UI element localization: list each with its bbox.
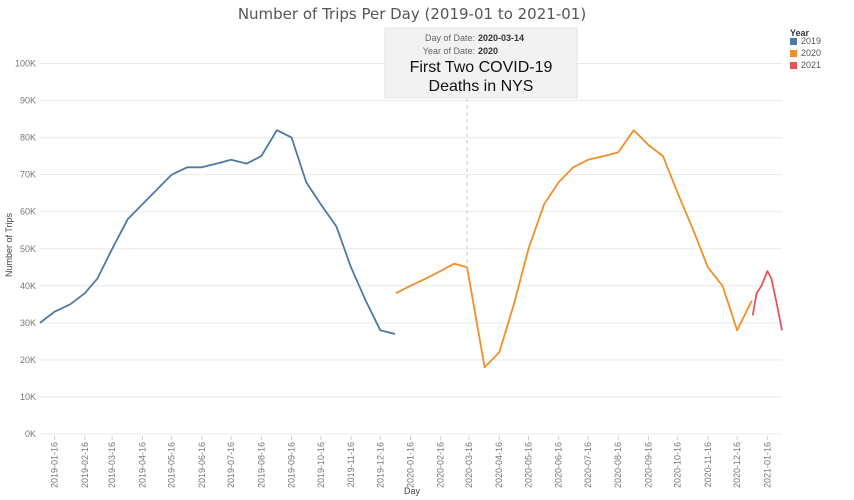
annotation-date-label: Day of Date: bbox=[425, 33, 475, 43]
annotation-text-line1: First Two COVID-19 bbox=[410, 59, 553, 76]
legend-label-2019: 2019 bbox=[801, 36, 821, 46]
x-tick-label: 2019-09-16 bbox=[287, 442, 297, 488]
x-tick-label: 2019-10-16 bbox=[316, 442, 326, 488]
x-tick-label: 2020-03-16 bbox=[464, 442, 474, 488]
y-tick-label: 20K bbox=[20, 355, 36, 365]
x-axis-label: Day bbox=[404, 486, 421, 496]
x-axis: 2019-01-16 2019-02-16 2019-03-16 2019-04-16… bbox=[50, 436, 772, 488]
x-tick-label: 2020-04-16 bbox=[494, 442, 504, 488]
series-line-2021[interactable] bbox=[751, 270, 783, 331]
y-tick-label: 60K bbox=[20, 207, 36, 217]
x-tick-label: 2020-08-16 bbox=[613, 442, 623, 488]
chart-title: Number of Trips Per Day (2019-01 to 2021… bbox=[238, 5, 586, 23]
x-tick-label: 2019-08-16 bbox=[256, 442, 266, 488]
grid-layer bbox=[40, 63, 782, 435]
y-axis-label: Number of Trips bbox=[4, 212, 14, 277]
x-tick-label: 2020-06-16 bbox=[554, 442, 564, 488]
legend-title: Year bbox=[790, 28, 810, 38]
x-tick-label: 2019-05-16 bbox=[167, 442, 177, 488]
legend-swatch-2019 bbox=[790, 38, 797, 45]
annotation: Day of Date: 2020-03-14 Year of Date: 20… bbox=[384, 27, 578, 268]
x-tick-label: 2019-04-16 bbox=[137, 442, 147, 488]
annotation-text-line2: Deaths in NYS bbox=[429, 78, 534, 95]
series-line-2019[interactable] bbox=[39, 129, 396, 335]
annotation-date-value: 2020-03-14 bbox=[478, 33, 524, 43]
legend-swatch-2020 bbox=[790, 50, 797, 57]
y-tick-label: 90K bbox=[20, 96, 36, 106]
legend-label-2020: 2020 bbox=[801, 48, 821, 58]
y-axis: 0K 10K 20K 30K 40K 50K 60K 70K 80K 90K 100K bbox=[15, 59, 36, 439]
x-tick-label: 2021-01-16 bbox=[762, 442, 772, 488]
x-tick-label: 2020-01-16 bbox=[406, 442, 416, 488]
x-tick-label: 2019-02-16 bbox=[80, 442, 90, 488]
series-line-2020[interactable] bbox=[395, 129, 753, 369]
x-tick-label: 2019-12-16 bbox=[375, 442, 385, 488]
x-tick-label: 2020-07-16 bbox=[583, 442, 593, 488]
series-layer bbox=[39, 129, 783, 369]
annotation-year-value: 2020 bbox=[478, 46, 498, 56]
y-tick-label: 10K bbox=[20, 392, 36, 402]
y-tick-label: 50K bbox=[20, 244, 36, 254]
x-tick-label: 2019-01-16 bbox=[50, 442, 60, 488]
annotation-box bbox=[384, 27, 578, 99]
x-tick-label: 2019-07-16 bbox=[226, 442, 236, 488]
x-tick-label: 2020-12-16 bbox=[732, 442, 742, 488]
x-tick-label: 2020-02-16 bbox=[436, 442, 446, 488]
legend-swatch-2021 bbox=[790, 62, 797, 69]
x-tick-label: 2019-11-16 bbox=[346, 442, 356, 487]
y-tick-label: 40K bbox=[20, 281, 36, 291]
annotation-year-label: Year of Date: bbox=[423, 46, 475, 56]
x-tick-label: 2020-09-16 bbox=[643, 442, 653, 488]
y-tick-label: 80K bbox=[20, 133, 36, 143]
y-tick-label: 30K bbox=[20, 318, 36, 328]
x-tick-label: 2019-06-16 bbox=[197, 442, 207, 488]
y-tick-label: 100K bbox=[15, 59, 36, 69]
legend-label-2021: 2021 bbox=[801, 60, 821, 70]
x-tick-label: 2020-10-16 bbox=[673, 442, 683, 488]
x-tick-label: 2020-11-16 bbox=[703, 442, 713, 487]
legend: Year 2019 2020 2021 bbox=[790, 28, 821, 70]
y-tick-label: 70K bbox=[20, 170, 36, 180]
y-tick-label: 0K bbox=[25, 429, 36, 439]
x-tick-label: 2020-05-16 bbox=[523, 442, 533, 488]
x-tick-label: 2019-03-16 bbox=[107, 442, 117, 488]
